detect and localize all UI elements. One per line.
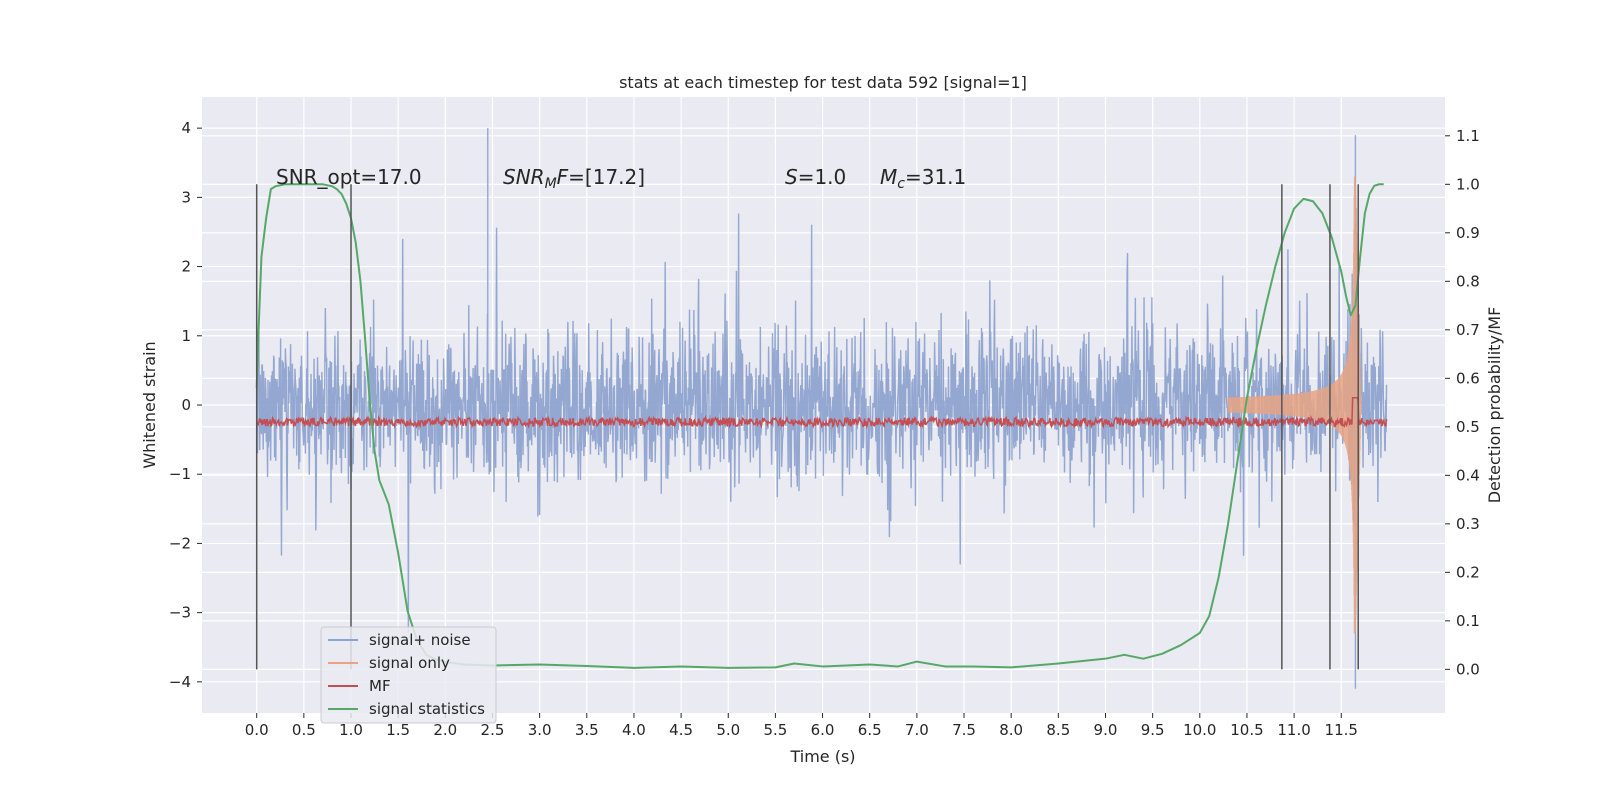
legend-label-noise: signal+ noise (369, 631, 471, 649)
x-tick-label: 11.0 (1277, 721, 1310, 739)
x-tick-label: 10.5 (1230, 721, 1263, 739)
annotation-mc: Mc=31.1 (880, 165, 966, 192)
y2-tick-label: 0.7 (1456, 321, 1480, 339)
x-tick-label: 4.5 (669, 721, 693, 739)
y-tick-label: −2 (169, 534, 191, 552)
y-tick-label: 2 (181, 258, 191, 276)
vertical-lines (255, 184, 1359, 670)
y-tick-label: 4 (181, 119, 191, 137)
x-tick-label: 8.5 (1046, 721, 1070, 739)
annotation-snr-mf: SNRMF=[17.2] (503, 165, 645, 192)
annotation-snr-mf-value: =[17.2] (568, 165, 645, 189)
annotation-mc-symbol: M (880, 165, 897, 189)
x-tick-label: 1.5 (386, 721, 410, 739)
annotation-s-symbol: S (785, 165, 798, 189)
x-axis-label: Time (s) (789, 747, 855, 766)
y-tick-label: −3 (169, 604, 191, 622)
x-tick-label: 5.0 (716, 721, 740, 739)
axis-layer: 0.0 0.5 1.0 1.5 2.0 2.5 3.0 3.5 4.0 4.5 5.0 5.5 6.0 6… (169, 119, 1480, 739)
y-tick-label: 3 (181, 188, 191, 206)
x-tick-label: 7.5 (952, 721, 976, 739)
chart-title: stats at each timestep for test data 592… (619, 73, 1027, 92)
legend-label-mf: MF (369, 677, 391, 695)
x-tick-label: 0.0 (245, 721, 269, 739)
legend-entry-stats: signal statistics (328, 700, 485, 718)
y-axis-label: Whitened strain (140, 341, 159, 468)
legend-entry-signal: signal only (328, 654, 450, 672)
x-tick-label: 6.0 (811, 721, 835, 739)
y-tick-label: −4 (169, 673, 191, 691)
y2-tick-label: 0.8 (1456, 272, 1480, 290)
y2-tick-label: 0.9 (1456, 224, 1480, 242)
annotation-mc-subscript: c (897, 176, 905, 192)
annotation-snr-opt: SNR_opt=17.0 (276, 165, 422, 189)
y2-tick-label: 0.3 (1456, 515, 1480, 533)
y-tick-label: 0 (181, 396, 191, 414)
legend-label-signal: signal only (369, 654, 450, 672)
legend-entry-noise: signal+ noise (328, 631, 471, 649)
x-tick-label: 10.0 (1183, 721, 1216, 739)
y2-tick-label: 0.4 (1456, 466, 1480, 484)
x-tick-label: 2.5 (481, 721, 505, 739)
x-tick-label: 6.5 (858, 721, 882, 739)
x-tick-label: 11.5 (1325, 721, 1358, 739)
legend-entry-mf: MF (328, 677, 391, 695)
y2-tick-label: 0.5 (1456, 418, 1480, 436)
x-tick-label: 9.0 (1094, 721, 1118, 739)
y2-tick-label: 0.0 (1456, 660, 1480, 678)
series-mf (255, 396, 1388, 430)
series-signal-noise (256, 128, 1388, 689)
y-tick-label: −1 (169, 465, 191, 483)
x-tick-label: 9.5 (1141, 721, 1165, 739)
legend-frame (320, 626, 497, 724)
x-tick-label: 8.0 (999, 721, 1023, 739)
y2-tick-label: 0.2 (1456, 563, 1480, 581)
x-tick-label: 3.0 (528, 721, 552, 739)
x-tick-label: 7.0 (905, 721, 929, 739)
annotation-s: S=1.0 (785, 165, 846, 189)
series-signal-only (1227, 176, 1363, 634)
x-tick-label: 1.0 (339, 721, 363, 739)
legend: signal+ noise signal only MF signal stat… (320, 626, 497, 724)
annotation-mc-value: =31.1 (905, 165, 966, 189)
annotations: SNR_opt=17.0 SNRMF=[17.2] S=1.0 Mc=31.1 (276, 165, 966, 192)
x-tick-label: 5.5 (763, 721, 787, 739)
x-tick-label: 4.0 (622, 721, 646, 739)
y2-tick-label: 1.0 (1456, 175, 1480, 193)
annotation-s-value: =1.0 (798, 165, 847, 189)
annotation-snr-mf-symbol: SNR (503, 165, 545, 189)
x-tick-label: 3.5 (575, 721, 599, 739)
annotation-snr-mf-subscript: M (545, 176, 557, 192)
y2-tick-label: 0.6 (1456, 369, 1480, 387)
series-layer (255, 128, 1388, 689)
series-signal-statistics (255, 183, 1384, 669)
y2-axis-label: Detection probability/MF (1485, 307, 1504, 504)
x-tick-label: 2.0 (433, 721, 457, 739)
annotation-snr-mf-rest: F (557, 165, 569, 189)
y2-tick-label: 1.1 (1456, 127, 1480, 145)
legend-label-stats: signal statistics (369, 700, 485, 718)
x-tick-label: 0.5 (292, 721, 316, 739)
y-tick-label: 1 (181, 327, 191, 345)
y2-tick-label: 0.1 (1456, 612, 1480, 630)
